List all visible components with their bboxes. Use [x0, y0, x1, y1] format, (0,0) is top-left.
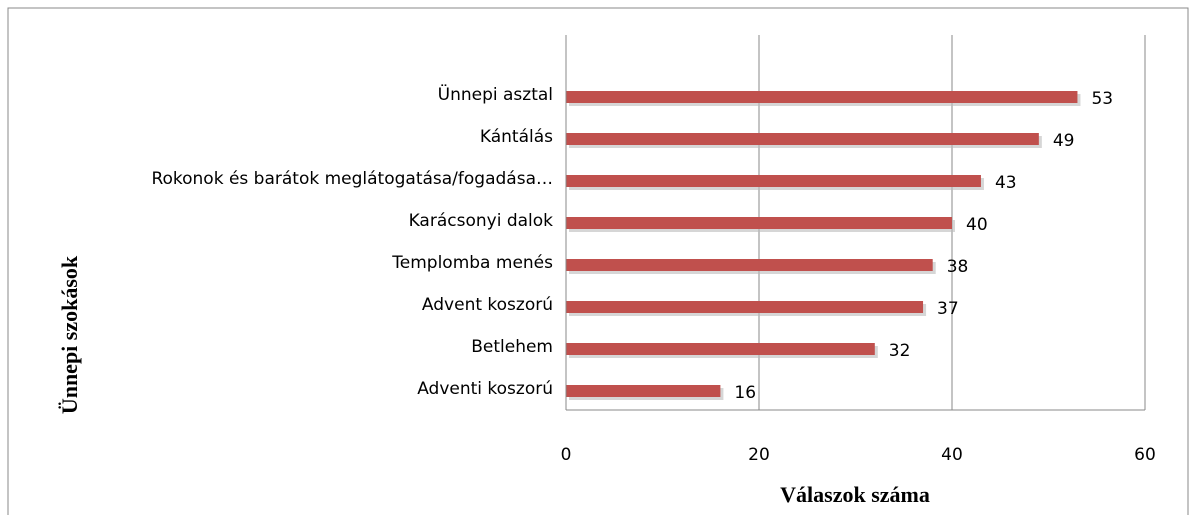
- x-axis-title: Válaszok száma: [780, 482, 930, 507]
- value-label: 40: [966, 215, 988, 235]
- y-tick-label: Karácsonyi dalok: [409, 211, 554, 231]
- y-tick-label: Betlehem: [471, 337, 553, 357]
- bar: [566, 133, 1039, 145]
- x-tick-label: 40: [941, 445, 963, 465]
- x-tick-label: 60: [1134, 445, 1156, 465]
- y-tick-label: Ünnepi asztal: [438, 83, 553, 105]
- bar: [566, 175, 981, 187]
- y-tick-label: Kántálás: [480, 127, 553, 147]
- y-tick-label: Rokonok és barátok meglátogatása/fogadás…: [151, 169, 553, 189]
- bar: [566, 385, 721, 397]
- value-label: 37: [937, 299, 959, 319]
- value-label: 16: [734, 383, 756, 403]
- value-label: 49: [1053, 131, 1075, 151]
- bar: [566, 301, 924, 313]
- bar: [566, 91, 1078, 103]
- y-tick-label: Advent koszorú: [422, 295, 553, 315]
- chart-frame: [7, 7, 1189, 515]
- y-tick-label: Templomba menés: [391, 253, 553, 273]
- bar: [566, 343, 875, 355]
- y-tick-label: Adventi koszorú: [417, 379, 553, 399]
- value-label: 32: [889, 341, 911, 361]
- y-axis-title: Ünnepi szokások: [57, 255, 82, 414]
- bar: [566, 259, 933, 271]
- value-label: 53: [1091, 89, 1113, 109]
- value-label: 38: [947, 257, 969, 277]
- value-label: 43: [995, 173, 1017, 193]
- bar: [566, 217, 952, 229]
- x-tick-label: 0: [561, 445, 572, 465]
- x-tick-label: 20: [748, 445, 770, 465]
